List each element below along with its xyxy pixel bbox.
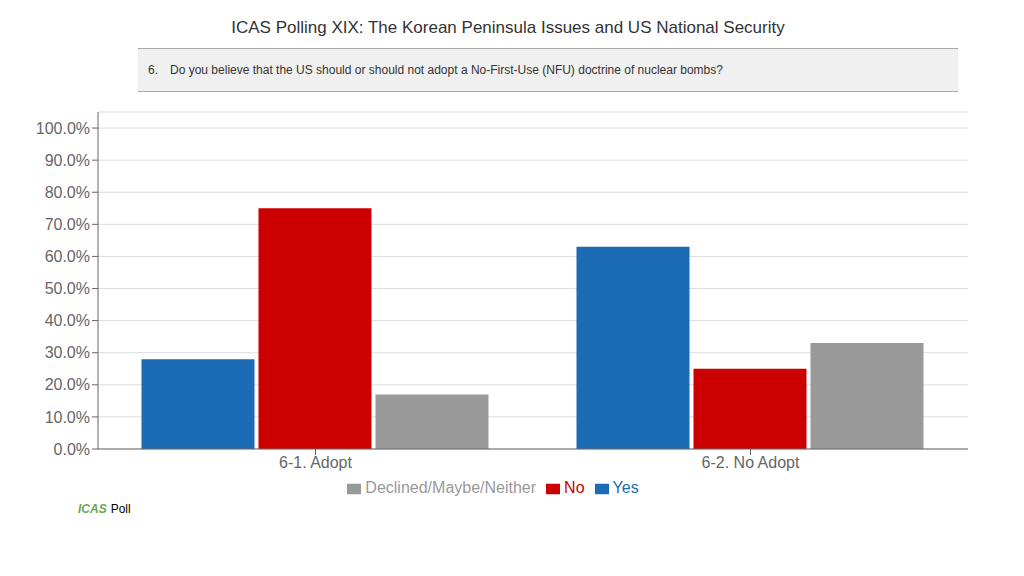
html-text:No: No	[564, 479, 585, 496]
svg-text:20.0%: 20.0%	[45, 376, 90, 393]
html-text:Do you believe that the US sho: Do you believe that the US should or sho…	[170, 63, 723, 77]
html-text:6.: 6.	[148, 63, 158, 77]
svg-text:30.0%: 30.0%	[45, 344, 90, 361]
svg-text:100.0%: 100.0%	[36, 120, 90, 137]
svg-text:60.0%: 60.0%	[45, 248, 90, 265]
svg-text:10.0%: 10.0%	[45, 409, 90, 426]
svg-text:0.0%: 0.0%	[54, 441, 90, 458]
html-text:Yes: Yes	[612, 479, 639, 496]
html-text:ICAS Poll: ICAS Poll	[78, 502, 131, 516]
html-text:ICAS Polling XIX: The Korean P: ICAS Polling XIX: The Korean Peninsula I…	[231, 18, 785, 37]
svg-text:50.0%: 50.0%	[45, 280, 90, 297]
svg-text:6-2. No Adopt: 6-2. No Adopt	[702, 454, 800, 471]
svg-text:40.0%: 40.0%	[45, 312, 90, 329]
html-text:Declined/Maybe/Neither: Declined/Maybe/Neither	[365, 479, 537, 496]
svg-text:6-1. Adopt: 6-1. Adopt	[279, 454, 353, 471]
svg-text:90.0%: 90.0%	[45, 152, 90, 169]
svg-text:70.0%: 70.0%	[45, 216, 90, 233]
svg-text:80.0%: 80.0%	[45, 184, 90, 201]
